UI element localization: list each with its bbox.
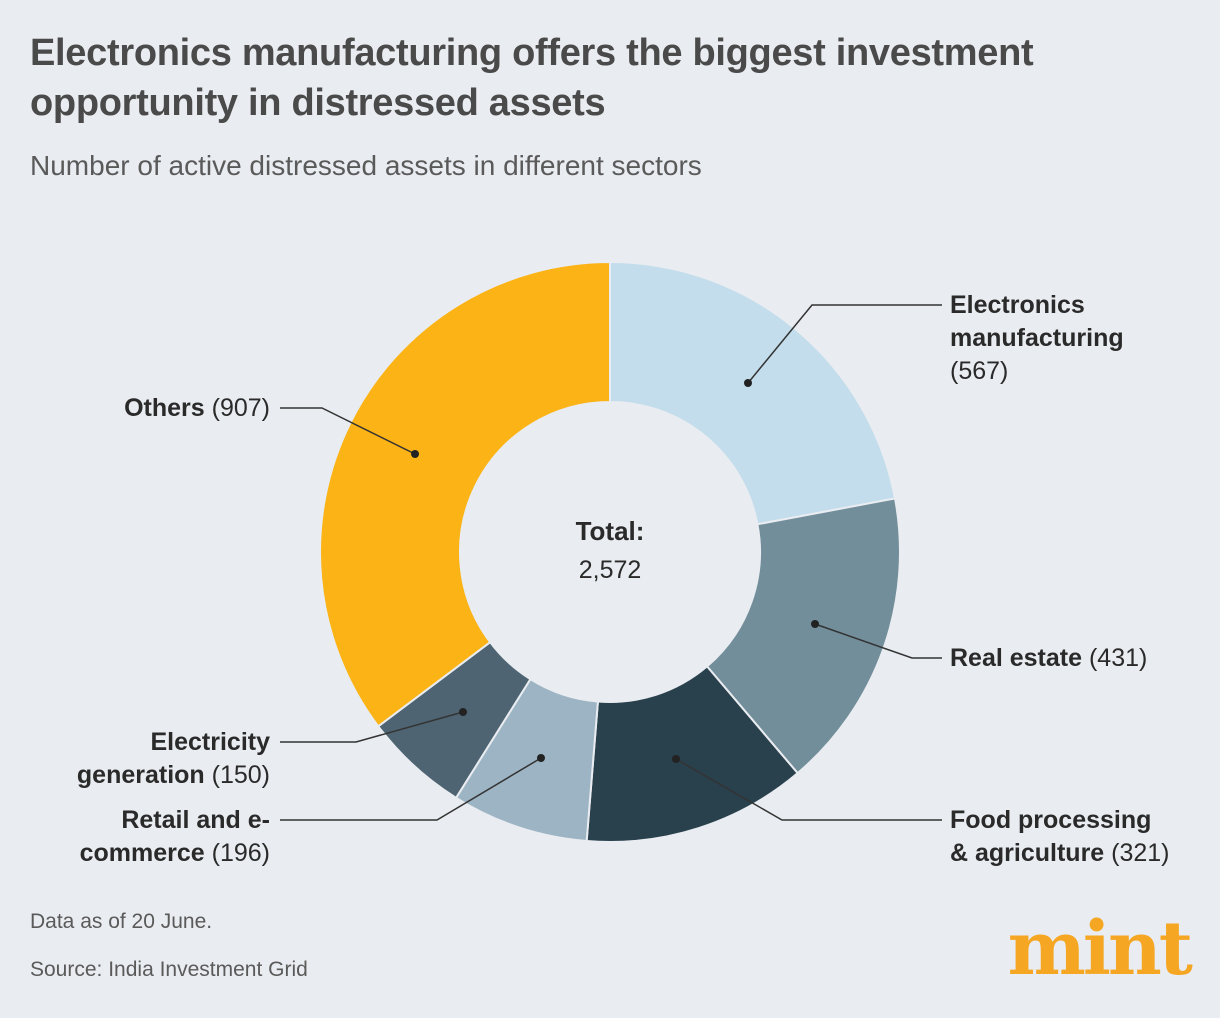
mint-logo: mint — [1007, 906, 1193, 992]
slice-label-1: Real estate (431) — [950, 644, 1147, 672]
slice-label-0: Electronics manufacturing (567) — [950, 291, 1124, 385]
leader-dot-5 — [411, 450, 419, 458]
chart-subtitle: Number of active distressed assets in di… — [30, 150, 702, 181]
leader-dot-4 — [459, 708, 467, 716]
leader-line-5 — [280, 407, 416, 455]
slice-label-4: Electricity generation (150) — [77, 728, 270, 789]
leader-line-3 — [280, 757, 542, 821]
data-date-note: Data as of 20 June. — [30, 910, 213, 933]
source-note: Source: India Investment Grid — [30, 958, 308, 981]
chart-title: Electronics manufacturing offers the big… — [30, 32, 1034, 124]
slice-label-5: Others (907) — [124, 394, 270, 422]
leader-dot-2 — [672, 755, 680, 763]
leader-line-1 — [814, 623, 942, 659]
slice-5 — [319, 260, 611, 728]
leader-dot-3 — [537, 754, 545, 762]
center-total-value: 2,572 — [579, 556, 642, 584]
slice-label-3: Retail and e-commerce (196) — [80, 806, 270, 867]
slice-0 — [609, 260, 897, 526]
leader-line-4 — [280, 711, 464, 743]
leader-line-0 — [747, 304, 942, 384]
leader-dot-0 — [744, 379, 752, 387]
leader-dot-1 — [811, 620, 819, 628]
leader-line-2 — [675, 758, 942, 821]
slice-label-2: Food processing & agriculture (321) — [950, 806, 1170, 867]
slice-1 — [705, 497, 901, 775]
center-total-label: Total: — [576, 516, 645, 546]
